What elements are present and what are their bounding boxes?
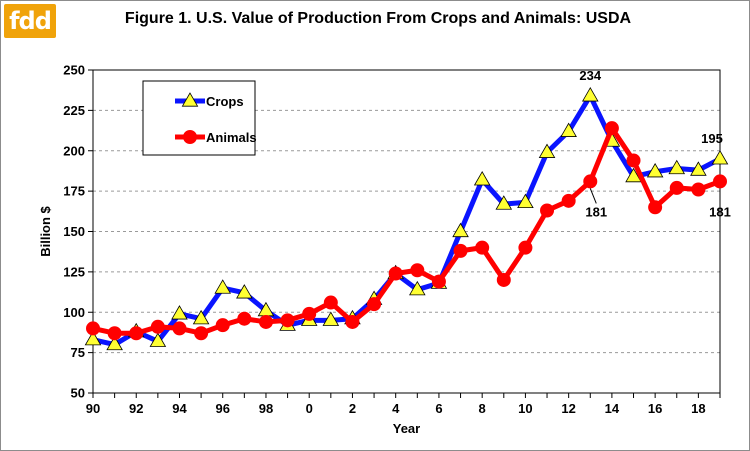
data-point-crops bbox=[581, 87, 599, 102]
x-tick-label: 10 bbox=[518, 401, 532, 416]
data-point-animals bbox=[237, 311, 252, 326]
data-point-crops bbox=[409, 280, 426, 296]
data-point-animals bbox=[107, 326, 122, 341]
x-tick-label: 14 bbox=[605, 401, 620, 416]
data-point-animals bbox=[561, 193, 576, 208]
data-point-animals bbox=[604, 121, 619, 136]
data-point-animals bbox=[258, 314, 273, 329]
x-tick-label: 98 bbox=[259, 401, 273, 416]
y-tick-label: 150 bbox=[63, 224, 85, 239]
y-tick-label: 125 bbox=[63, 264, 85, 279]
data-point-crops bbox=[322, 311, 340, 326]
annotations: 234 181 195 181 bbox=[579, 68, 730, 220]
data-label: 195 bbox=[701, 131, 723, 146]
data-point-crops bbox=[149, 332, 167, 347]
data-point-animals bbox=[194, 326, 209, 341]
data-point-crops bbox=[495, 195, 513, 210]
legend-marker-crops bbox=[181, 92, 199, 107]
data-point-crops bbox=[538, 143, 556, 158]
x-tick-label: 18 bbox=[691, 401, 705, 416]
data-point-animals bbox=[410, 263, 425, 278]
legend-label-crops: Crops bbox=[206, 94, 244, 109]
data-point-animals bbox=[367, 297, 382, 312]
data-point-crops bbox=[517, 193, 534, 209]
axis-ticks: 50 75 100 125 150 175 200 225 250 90 92 94 96 98 0 2 4 6 8… bbox=[63, 63, 721, 416]
y-tick-label: 200 bbox=[63, 143, 85, 158]
x-tick-label: 16 bbox=[648, 401, 662, 416]
data-point-animals bbox=[540, 203, 555, 218]
data-point-crops bbox=[214, 279, 232, 294]
data-point-animals bbox=[388, 266, 403, 281]
data-label: 181 bbox=[585, 204, 607, 219]
data-point-crops bbox=[192, 309, 210, 325]
data-point-animals bbox=[431, 274, 446, 289]
chart-title: Figure 1. U.S. Value of Production From … bbox=[124, 10, 632, 27]
x-tick-label: 12 bbox=[561, 401, 575, 416]
data-point-animals bbox=[150, 319, 165, 334]
y-axis-label: Billion $ bbox=[38, 205, 53, 256]
x-tick-label: 8 bbox=[479, 401, 486, 416]
y-tick-label: 50 bbox=[71, 386, 85, 401]
data-point-crops bbox=[646, 162, 664, 178]
y-tick-label: 250 bbox=[63, 63, 85, 78]
legend-box bbox=[142, 80, 256, 156]
data-point-animals bbox=[496, 272, 511, 287]
x-axis-label: Year bbox=[393, 421, 420, 436]
data-point-animals bbox=[280, 313, 295, 328]
x-tick-label: 6 bbox=[435, 401, 442, 416]
data-point-animals bbox=[453, 243, 468, 258]
x-tick-label: 94 bbox=[172, 401, 187, 416]
data-point-animals bbox=[86, 321, 100, 336]
data-point-crops bbox=[473, 171, 491, 186]
x-tick-label: 96 bbox=[215, 401, 229, 416]
data-point-animals bbox=[302, 306, 317, 321]
data-point-animals bbox=[129, 326, 144, 341]
data-point-crops bbox=[690, 161, 707, 176]
data-point-animals bbox=[669, 180, 684, 195]
legend-label-animals: Animals bbox=[206, 130, 257, 145]
data-point-crops bbox=[711, 150, 729, 165]
data-point-crops bbox=[171, 305, 188, 320]
data-point-animals bbox=[172, 321, 187, 336]
data-point-animals bbox=[518, 240, 533, 255]
data-label: 234 bbox=[579, 68, 601, 83]
data-point-animals bbox=[215, 318, 230, 333]
data-point-crops bbox=[106, 335, 123, 351]
data-point-animals bbox=[626, 153, 641, 168]
data-label: 181 bbox=[709, 204, 731, 219]
data-point-animals bbox=[345, 314, 360, 329]
series-line-animals bbox=[90, 125, 723, 336]
data-point-crops bbox=[560, 122, 577, 137]
x-tick-label: 92 bbox=[129, 401, 143, 416]
y-tick-label: 75 bbox=[71, 345, 85, 360]
data-point-crops bbox=[236, 284, 253, 299]
data-point-crops bbox=[452, 222, 469, 238]
data-point-animals bbox=[648, 200, 663, 215]
leader-line bbox=[589, 188, 597, 204]
data-point-crops bbox=[625, 167, 642, 183]
fdd-logo: fdd bbox=[4, 4, 56, 38]
data-point-animals bbox=[323, 295, 338, 310]
data-point-animals bbox=[583, 174, 598, 189]
x-tick-label: 0 bbox=[306, 401, 313, 416]
data-point-crops bbox=[84, 330, 102, 346]
x-tick-label: 90 bbox=[86, 401, 100, 416]
data-point-animals bbox=[475, 240, 490, 255]
data-point-animals bbox=[713, 174, 727, 189]
legend: Crops Animals bbox=[142, 80, 257, 156]
series-group bbox=[84, 87, 729, 351]
x-tick-label: 4 bbox=[392, 401, 400, 416]
legend-marker-animals bbox=[183, 130, 197, 144]
data-point-animals bbox=[691, 182, 706, 197]
y-tick-label: 225 bbox=[63, 103, 85, 118]
y-tick-label: 100 bbox=[63, 305, 85, 320]
y-tick-label: 175 bbox=[63, 184, 85, 199]
x-tick-label: 2 bbox=[349, 401, 356, 416]
data-point-crops bbox=[668, 159, 686, 175]
